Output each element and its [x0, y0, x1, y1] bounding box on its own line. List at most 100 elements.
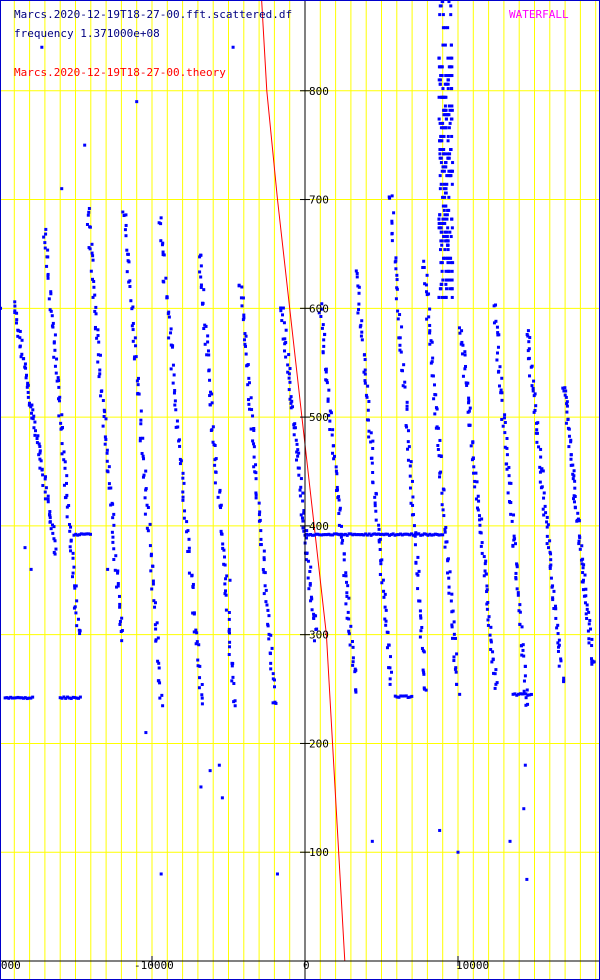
data-point	[161, 253, 165, 257]
data-point	[366, 384, 370, 388]
data-point	[463, 353, 467, 357]
data-point	[81, 532, 85, 536]
data-point	[74, 611, 78, 615]
data-point	[564, 421, 568, 425]
data-point	[43, 477, 47, 481]
data-point	[443, 204, 447, 208]
data-point	[252, 428, 256, 432]
data-point	[390, 231, 394, 235]
data-point	[31, 408, 35, 412]
data-point	[60, 413, 64, 417]
data-point	[67, 696, 71, 700]
data-point	[509, 512, 513, 516]
isolated-point	[106, 567, 110, 571]
data-point	[253, 470, 257, 474]
data-point	[144, 488, 148, 492]
data-point	[441, 508, 445, 512]
data-point	[26, 383, 30, 387]
data-point	[488, 633, 492, 637]
data-point	[60, 696, 64, 700]
data-point	[443, 530, 447, 534]
data-point	[223, 555, 227, 559]
data-point	[43, 241, 47, 245]
data-point	[395, 287, 399, 291]
data-point	[12, 696, 16, 700]
data-point	[443, 230, 447, 234]
data-point	[308, 583, 312, 587]
data-point	[271, 701, 275, 705]
data-point	[175, 419, 179, 423]
data-point	[222, 562, 226, 566]
data-point	[428, 331, 432, 335]
data-point	[118, 622, 122, 626]
data-point	[450, 108, 454, 112]
data-point	[441, 217, 445, 221]
data-point	[484, 559, 488, 563]
data-point	[590, 644, 594, 648]
data-point	[443, 295, 447, 299]
data-point	[254, 496, 258, 500]
data-point	[495, 681, 499, 685]
data-point	[529, 692, 533, 696]
data-point	[342, 574, 346, 578]
data-point	[161, 250, 165, 254]
data-point	[575, 519, 579, 523]
data-point	[271, 672, 275, 676]
data-point	[413, 543, 417, 547]
data-point	[199, 264, 203, 268]
data-point	[485, 590, 489, 594]
data-point	[221, 542, 225, 546]
data-point	[411, 503, 415, 507]
data-point	[161, 704, 165, 708]
data-point	[272, 678, 276, 682]
data-point	[565, 400, 569, 404]
data-point	[422, 672, 426, 676]
data-point	[105, 451, 109, 455]
data-point	[440, 65, 444, 69]
data-point	[18, 344, 22, 348]
data-point	[413, 534, 417, 538]
data-point	[127, 260, 131, 264]
data-point	[320, 326, 324, 330]
data-point	[589, 657, 593, 661]
data-point	[130, 307, 134, 311]
data-point	[127, 280, 131, 284]
data-point	[281, 306, 285, 310]
data-point	[146, 529, 150, 533]
data-point	[445, 113, 449, 117]
data-point	[515, 587, 519, 591]
data-point	[347, 629, 351, 633]
data-point	[554, 607, 558, 611]
data-point	[113, 568, 117, 572]
frequency-label: frequency 1.371000e+08	[14, 27, 160, 40]
data-point	[419, 533, 423, 537]
data-point	[447, 208, 451, 212]
y-tick-label: 100	[309, 846, 329, 859]
data-point	[433, 412, 437, 416]
data-point	[96, 328, 100, 332]
data-point	[57, 385, 61, 389]
data-point	[472, 465, 476, 469]
data-point	[169, 331, 173, 335]
data-point	[295, 442, 299, 446]
data-point	[3, 696, 7, 700]
data-point	[467, 409, 471, 413]
data-point	[200, 682, 204, 686]
data-point	[345, 533, 349, 537]
data-point	[566, 417, 570, 421]
data-point	[422, 259, 426, 263]
data-point	[391, 532, 395, 536]
data-point	[447, 169, 451, 173]
data-point	[20, 696, 24, 700]
data-point	[16, 695, 20, 699]
data-point	[243, 338, 247, 342]
data-point	[478, 518, 482, 522]
data-point	[350, 640, 354, 644]
data-point	[535, 440, 539, 444]
data-point	[525, 333, 529, 337]
data-point	[332, 457, 336, 461]
data-point	[567, 445, 571, 449]
data-point	[524, 696, 528, 700]
data-point	[23, 362, 27, 366]
data-point	[436, 443, 440, 447]
